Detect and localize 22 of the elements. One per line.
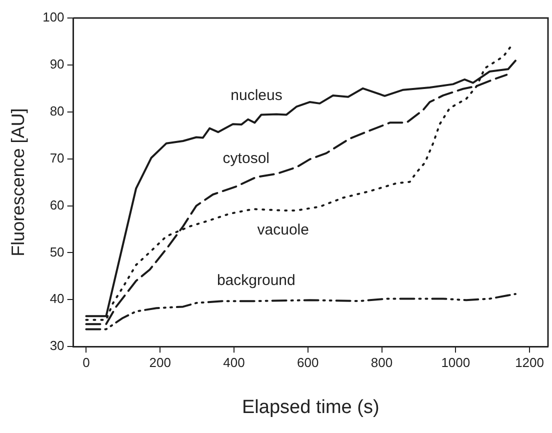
x-tick-label: 1000 (441, 354, 470, 370)
x-tick-label: 0 (82, 354, 90, 370)
series-label: cytosol (222, 150, 270, 168)
y-tick-label: 70 (50, 150, 64, 166)
x-tick-label: 600 (297, 354, 319, 370)
y-tick-label: 60 (50, 197, 64, 212)
y-tick-label: 80 (50, 103, 64, 118)
x-tick-label: 800 (370, 354, 393, 370)
y-tick-label: 40 (50, 291, 64, 306)
y-tick-label: 30 (50, 338, 64, 354)
x-tick-label: 400 (223, 354, 245, 370)
x-tick-label: 1200 (515, 354, 544, 370)
x-tick-label: 200 (149, 354, 171, 370)
y-axis-title: Fluorescence [AU] (8, 108, 28, 256)
line-series (85, 293, 516, 330)
series-label: background (216, 272, 296, 290)
y-tick-label: 90 (50, 56, 64, 72)
y-tick-label: 50 (50, 244, 64, 260)
series-label: nucleus (230, 87, 282, 104)
x-axis-title: Elapsed time (s) (242, 396, 380, 418)
series-label: vacuole (257, 221, 309, 238)
y-tick-label: 100 (42, 10, 64, 25)
